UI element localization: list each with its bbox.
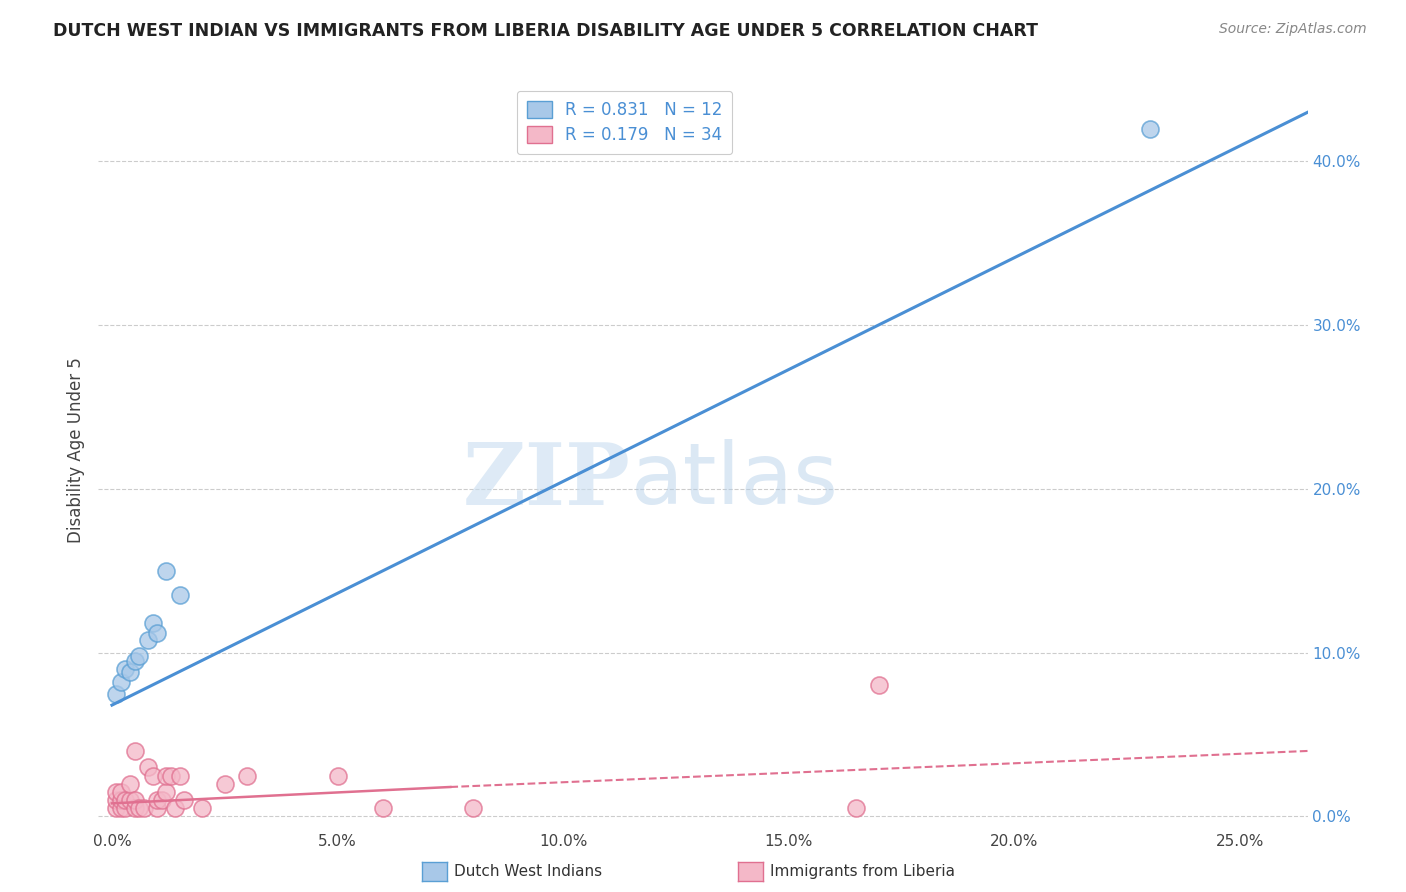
- Point: [128, 648, 150, 663]
- Point: [110, 785, 132, 799]
- Point: [165, 801, 187, 815]
- Point: [155, 768, 177, 782]
- Point: [110, 675, 132, 690]
- Point: [124, 793, 146, 807]
- Point: [146, 793, 169, 807]
- Point: [136, 760, 159, 774]
- Point: [236, 768, 259, 782]
- Point: [169, 768, 191, 782]
- Point: [146, 626, 169, 640]
- Y-axis label: Disability Age Under 5: Disability Age Under 5: [66, 358, 84, 543]
- Text: atlas: atlas: [630, 439, 838, 523]
- Point: [124, 654, 146, 668]
- Legend: R = 0.831   N = 12, R = 0.179   N = 34: R = 0.831 N = 12, R = 0.179 N = 34: [516, 91, 733, 154]
- Point: [124, 744, 146, 758]
- Point: [110, 801, 132, 815]
- Point: [124, 801, 146, 815]
- Point: [150, 793, 173, 807]
- Text: DUTCH WEST INDIAN VS IMMIGRANTS FROM LIBERIA DISABILITY AGE UNDER 5 CORRELATION : DUTCH WEST INDIAN VS IMMIGRANTS FROM LIB…: [53, 22, 1039, 40]
- Point: [118, 793, 141, 807]
- Point: [214, 777, 236, 791]
- Point: [132, 801, 155, 815]
- Point: [146, 801, 169, 815]
- Point: [155, 564, 177, 578]
- Point: [169, 588, 191, 602]
- Point: [128, 801, 150, 815]
- Text: Source: ZipAtlas.com: Source: ZipAtlas.com: [1219, 22, 1367, 37]
- Point: [371, 801, 394, 815]
- Point: [118, 777, 141, 791]
- Point: [105, 785, 128, 799]
- Point: [155, 785, 177, 799]
- Point: [114, 801, 136, 815]
- Point: [191, 801, 214, 815]
- Point: [461, 801, 484, 815]
- Point: [114, 662, 136, 676]
- Point: [105, 793, 128, 807]
- Point: [105, 687, 128, 701]
- Point: [105, 801, 128, 815]
- Point: [136, 632, 159, 647]
- Point: [118, 665, 141, 680]
- Point: [110, 793, 132, 807]
- Text: ZIP: ZIP: [463, 439, 630, 523]
- Point: [142, 616, 165, 631]
- Text: Dutch West Indians: Dutch West Indians: [454, 864, 602, 879]
- Point: [159, 768, 181, 782]
- Point: [114, 793, 136, 807]
- Point: [845, 801, 868, 815]
- Point: [326, 768, 349, 782]
- Point: [1139, 121, 1161, 136]
- Point: [868, 678, 890, 692]
- Point: [142, 768, 165, 782]
- Text: Immigrants from Liberia: Immigrants from Liberia: [770, 864, 956, 879]
- Point: [173, 793, 195, 807]
